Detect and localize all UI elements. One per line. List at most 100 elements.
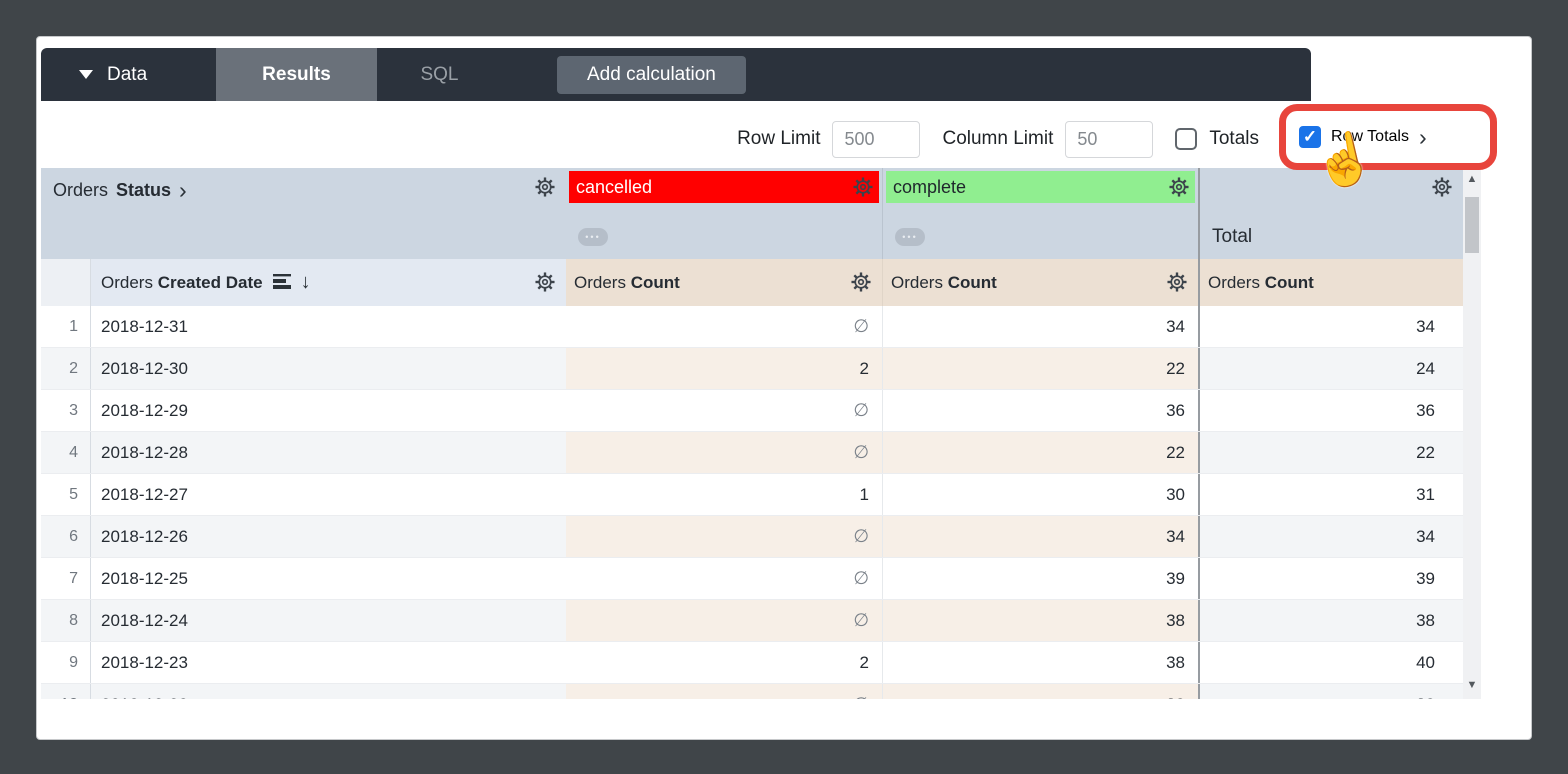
row-totals-checkbox[interactable]: ✓	[1299, 126, 1321, 148]
query-controls: Row Limit Column Limit Totals	[737, 115, 1259, 163]
caret-down-icon	[79, 70, 93, 79]
gear-icon[interactable]	[1168, 176, 1190, 198]
row-total-cell[interactable]: 31	[1198, 474, 1463, 515]
tab-sql-label: SQL	[420, 63, 459, 85]
measure-cell-complete[interactable]: 38	[882, 642, 1198, 683]
dimension-cell[interactable]: 2018-12-31	[101, 316, 188, 336]
measure-cell-cancelled[interactable]: 2	[566, 348, 882, 389]
row-total-cell[interactable]: 39	[1198, 558, 1463, 599]
measure-cell-complete[interactable]: 30	[882, 474, 1198, 515]
vertical-scrollbar[interactable]: ▲ ▼	[1463, 168, 1481, 699]
pivot-field-name: Status	[116, 180, 172, 200]
column-limit-label: Column Limit	[942, 128, 1054, 149]
measure-cell-complete[interactable]: 38	[882, 684, 1198, 699]
row-total-cell[interactable]: 22	[1198, 432, 1463, 473]
row-total-cell[interactable]: 24	[1198, 348, 1463, 389]
measure-cell-cancelled[interactable]: ∅	[566, 600, 882, 641]
row-total-cell[interactable]: 38	[1198, 684, 1463, 699]
dimension-cell[interactable]: 2018-12-23	[101, 652, 188, 672]
dimension-cell[interactable]: 2018-12-28	[91, 432, 566, 473]
gear-icon[interactable]	[534, 176, 556, 198]
tab-sql[interactable]: SQL	[377, 48, 502, 101]
tab-results[interactable]: Results	[216, 48, 377, 101]
sort-descending-icon[interactable]: ↓	[300, 271, 311, 293]
pivot-value-label: complete	[893, 176, 967, 197]
measure-cell-cancelled[interactable]: 1	[859, 484, 869, 504]
measure-cell-cancelled[interactable]: ∅	[566, 684, 882, 699]
data-section-toggle[interactable]: Data	[41, 48, 216, 101]
dimension-cell[interactable]: 2018-12-30	[91, 348, 566, 389]
table-row: 8 2018-12-24 ∅ 38 38	[41, 600, 1463, 642]
measure-cell-cancelled[interactable]: ∅	[853, 316, 869, 336]
dimension-cell[interactable]: 2018-12-24	[91, 600, 566, 641]
results-table: Orders Status › cancelled •••	[41, 168, 1463, 699]
scroll-up-icon[interactable]: ▲	[1466, 173, 1478, 185]
row-index: 2	[41, 348, 91, 389]
pivot-value-cancelled-box[interactable]: cancelled	[569, 171, 879, 203]
row-limit-input[interactable]	[832, 120, 921, 158]
data-menu-label: Data	[107, 63, 148, 85]
measure-cell-complete[interactable]: 34	[882, 516, 1198, 557]
dimension-cell[interactable]: 2018-12-29	[101, 400, 188, 420]
measure-view-name: Orders	[891, 272, 943, 292]
row-total-cell[interactable]: 34	[1198, 306, 1463, 347]
measure-cell-complete[interactable]: 22	[882, 432, 1198, 473]
gear-icon[interactable]	[534, 271, 556, 293]
ellipsis-icon[interactable]: •••	[895, 228, 925, 246]
table-row: 6 2018-12-26 ∅ 34 34	[41, 516, 1463, 558]
row-total-cell[interactable]: 40	[1198, 642, 1463, 683]
dimension-cell[interactable]: 2018-12-22	[91, 684, 566, 699]
pivot-value-cancelled: cancelled •••	[566, 168, 882, 259]
dimension-column-header[interactable]: Orders Created Date ↓	[91, 259, 566, 306]
tab-results-label: Results	[262, 63, 331, 85]
pivot-header-row: Orders Status › cancelled •••	[41, 168, 1463, 259]
row-total-cell[interactable]: 36	[1198, 390, 1463, 431]
row-index: 4	[41, 432, 91, 473]
dimension-cell[interactable]: 2018-12-26	[91, 516, 566, 557]
row-total-cell[interactable]: 34	[1198, 516, 1463, 557]
scroll-down-icon[interactable]: ▼	[1466, 679, 1478, 691]
table-row: 3 2018-12-29 ∅ 36 36	[41, 390, 1463, 432]
gear-icon[interactable]	[852, 176, 874, 198]
totals-checkbox[interactable]	[1175, 128, 1198, 150]
measure-cell-cancelled[interactable]: ∅	[566, 432, 882, 473]
measure-cell-complete[interactable]: 22	[882, 348, 1198, 389]
measure-cell-complete[interactable]: 39	[882, 558, 1198, 599]
add-calculation-button[interactable]: Add calculation	[557, 55, 746, 94]
ellipsis-icon[interactable]: •••	[578, 228, 608, 246]
row-index: 10	[41, 684, 91, 699]
chevron-right-icon[interactable]: ›	[1418, 123, 1427, 150]
measure-field-name: Count	[947, 272, 997, 292]
measure-header-complete[interactable]: Orders Count	[882, 259, 1198, 306]
measure-cell-cancelled[interactable]: 2	[859, 652, 869, 672]
measure-header-cancelled[interactable]: Orders Count	[566, 259, 882, 306]
dimension-cell[interactable]: 2018-12-25	[101, 568, 188, 588]
gear-icon[interactable]	[1166, 271, 1188, 293]
column-limit-input[interactable]	[1065, 120, 1154, 158]
scrollbar-thumb[interactable]	[1465, 197, 1479, 253]
measure-cell-complete[interactable]: 36	[882, 390, 1198, 431]
total-column-label: Total	[1212, 226, 1253, 247]
gear-icon[interactable]	[1431, 176, 1453, 198]
measure-cell-cancelled[interactable]: ∅	[566, 516, 882, 557]
pivot-value-complete-box[interactable]: complete	[886, 171, 1195, 203]
row-index: 6	[41, 516, 91, 557]
gear-icon[interactable]	[850, 271, 872, 293]
pivot-value-label: cancelled	[576, 176, 653, 197]
subtotal-bars-icon	[272, 272, 292, 294]
measure-cell-complete[interactable]: 34	[882, 306, 1198, 347]
measure-cell-cancelled[interactable]: ∅	[853, 400, 869, 420]
row-total-header: Total	[1198, 168, 1463, 259]
table-body: 1 2018-12-31 ∅ 34 34 2 2018-12-30 2 22 24 3 2018-12…	[41, 306, 1463, 699]
measure-field-name: Count	[1264, 272, 1314, 292]
measure-header-total[interactable]: Orders Count	[1198, 259, 1463, 306]
table-row: 9 2018-12-23 2 38 40	[41, 642, 1463, 684]
measure-cell-complete[interactable]: 38	[882, 600, 1198, 641]
row-totals-label: Row Totals	[1331, 128, 1409, 145]
dimension-cell[interactable]: 2018-12-27	[101, 484, 188, 504]
row-total-cell[interactable]: 38	[1198, 600, 1463, 641]
chevron-right-icon[interactable]: ›	[179, 177, 187, 203]
measure-cell-cancelled[interactable]: ∅	[853, 568, 869, 588]
pivot-field-header[interactable]: Orders Status ›	[41, 168, 566, 259]
